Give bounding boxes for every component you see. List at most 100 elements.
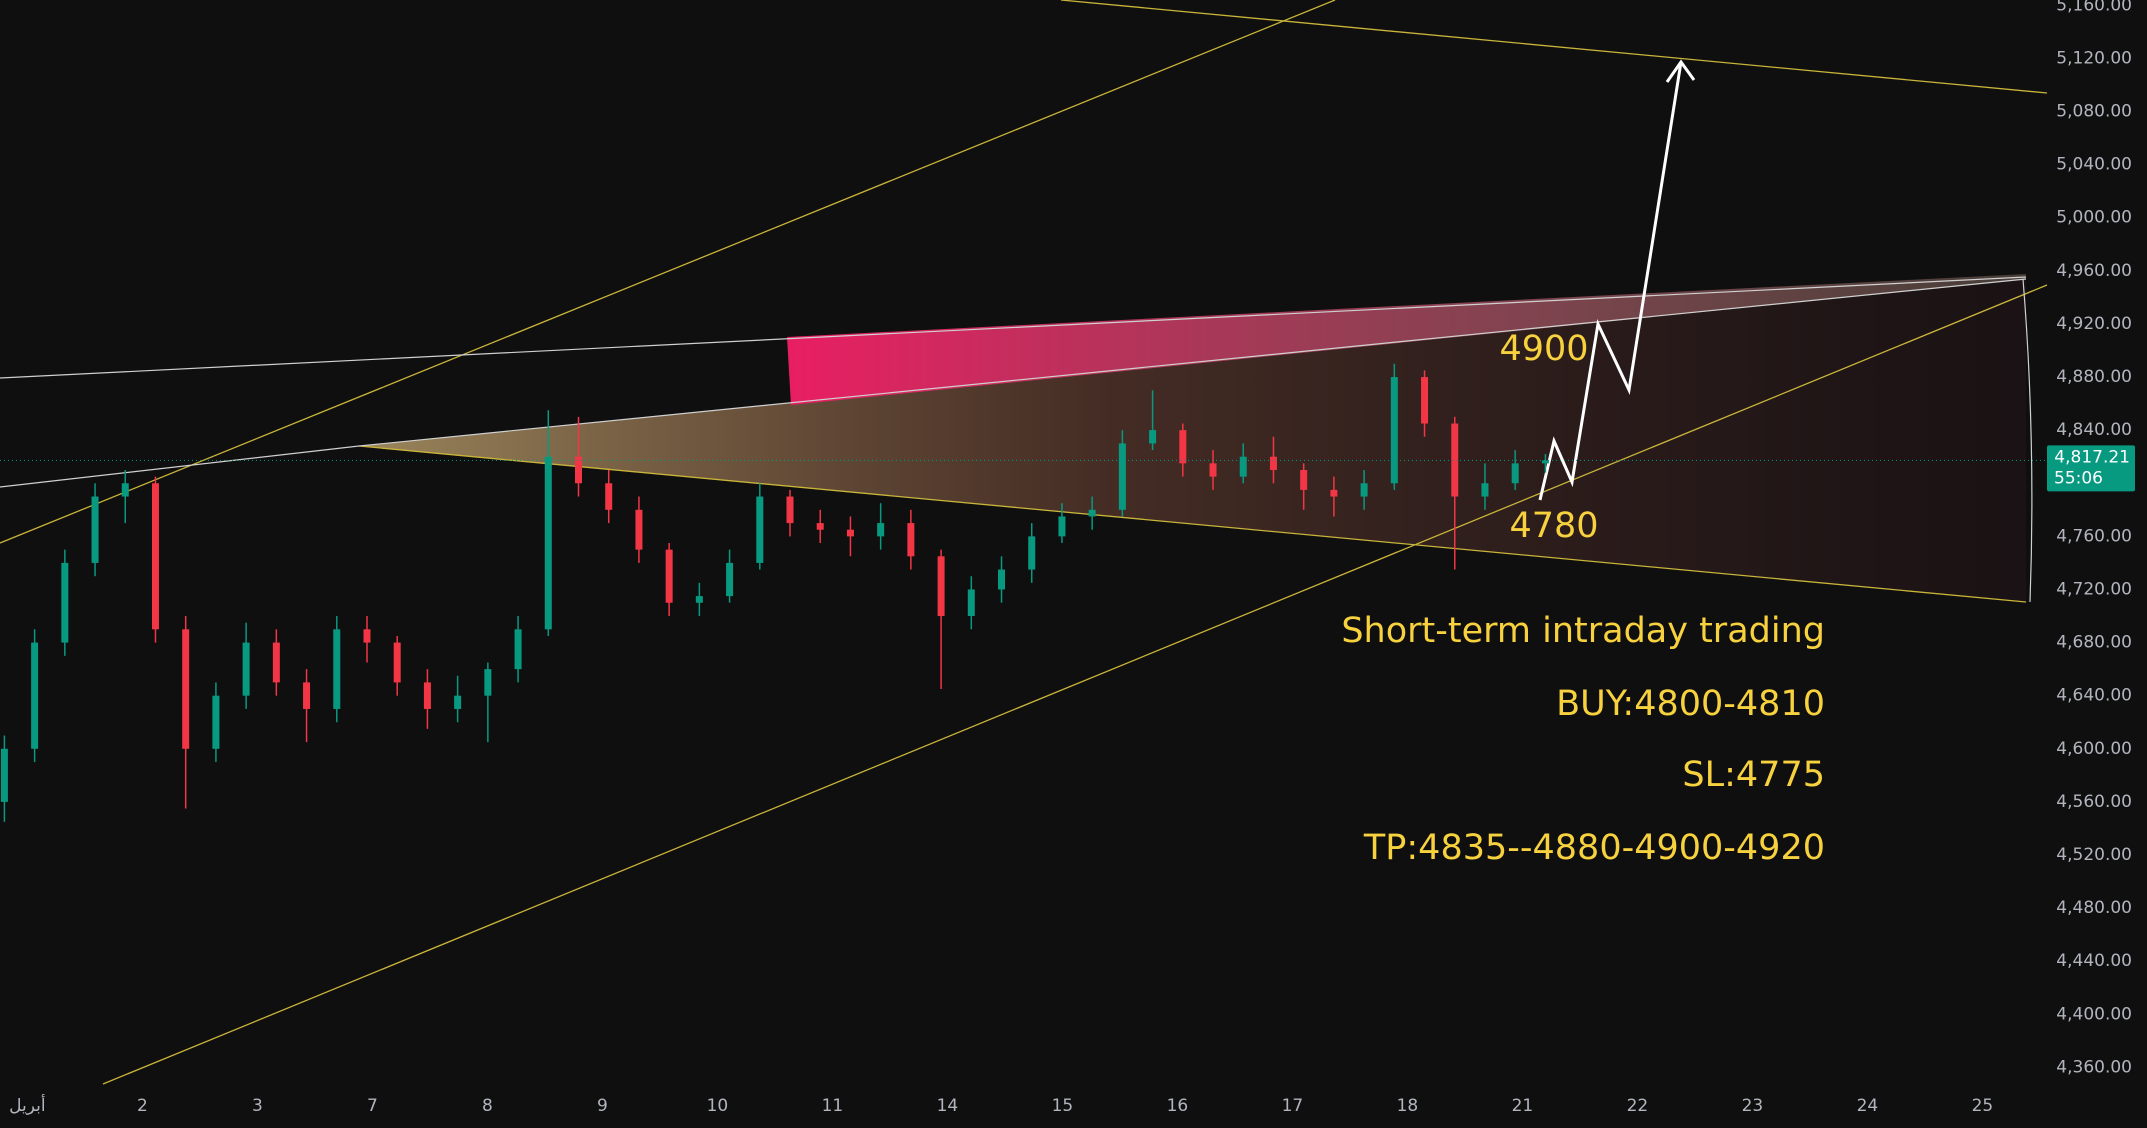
candle-body [1300, 469, 1308, 490]
candle-body [544, 456, 552, 630]
candle-body [635, 509, 643, 550]
x-tick-label: 14 [937, 1096, 959, 1116]
x-tick-label: 16 [1167, 1096, 1189, 1116]
y-tick-label: 5,160.00 [2056, 0, 2132, 15]
candle-body [665, 549, 673, 603]
drawings [0, 0, 2048, 1085]
candle-body [1511, 463, 1519, 484]
candle-body [363, 629, 371, 643]
trend-line [102, 284, 2048, 1085]
candle-body [0, 748, 8, 802]
candle-body [605, 483, 613, 510]
x-tick-label: 10 [707, 1096, 729, 1116]
price-label: 4,817.21 [2054, 447, 2130, 467]
x-tick-label: 2 [137, 1096, 148, 1116]
candle-body [816, 523, 824, 530]
candles [0, 363, 1549, 822]
candle-body [61, 562, 69, 643]
trend-line [358, 278, 2027, 447]
candle-body [484, 669, 492, 696]
annotation: BUY:4800-4810 [1556, 684, 1825, 724]
y-tick-label: 4,600.00 [2056, 739, 2132, 759]
x-tick-label: 3 [252, 1096, 263, 1116]
candle-body [303, 682, 311, 709]
projection-arrow [1538, 61, 1683, 501]
y-tick-label: 4,480.00 [2056, 898, 2132, 918]
candle-body [1058, 516, 1066, 537]
y-tick-label: 4,920.00 [2056, 314, 2132, 334]
y-tick-label: 5,120.00 [2056, 48, 2132, 68]
y-tick-label: 4,520.00 [2056, 845, 2132, 865]
y-tick-label: 4,440.00 [2056, 951, 2132, 971]
wedge-fill [359, 279, 2026, 602]
candle-body [333, 629, 341, 709]
trend-line [0, 276, 2027, 379]
y-tick-label: 4,560.00 [2056, 792, 2132, 812]
candle-body [31, 642, 39, 749]
trend-line [1060, 0, 2048, 94]
candle-body [393, 642, 401, 683]
candle-body [786, 496, 794, 524]
candle-body [998, 569, 1006, 590]
candle-body [1330, 489, 1338, 497]
x-tick-label: 7 [367, 1096, 378, 1116]
candle-body [1179, 430, 1187, 464]
candle-body [574, 456, 582, 484]
candle-body [846, 529, 854, 537]
y-tick-label: 4,680.00 [2056, 633, 2132, 653]
candle-body [423, 682, 431, 709]
candle-body [1239, 456, 1247, 477]
x-tick-label: 18 [1397, 1096, 1419, 1116]
price-box [2047, 445, 2135, 492]
candle-body [242, 642, 250, 696]
y-tick-label: 5,080.00 [2056, 102, 2132, 122]
x-tick-label: 8 [482, 1096, 493, 1116]
x-tick-label: 23 [1742, 1096, 1764, 1116]
candle-body [1451, 423, 1459, 497]
trend-line [358, 445, 2027, 603]
candle-body [1481, 483, 1489, 497]
candle-body [454, 695, 462, 709]
trend-line [0, 445, 360, 488]
candle-body [1421, 377, 1429, 424]
x-tick-label: 22 [1627, 1096, 1649, 1116]
candle-body [1028, 536, 1036, 570]
x-tick-label: 15 [1052, 1096, 1074, 1116]
y-tick-label: 4,360.00 [2056, 1057, 2132, 1077]
candle-body [1541, 460, 1549, 464]
y-tick-label: 4,640.00 [2056, 686, 2132, 706]
annotation: SL:4775 [1682, 755, 1825, 795]
candle-body [937, 556, 945, 617]
candle-body [182, 629, 190, 749]
y-tick-label: 4,840.00 [2056, 420, 2132, 440]
y-tick-label: 5,000.00 [2056, 208, 2132, 228]
candle-body [91, 496, 99, 563]
candle-body [695, 596, 703, 603]
candle-body [877, 523, 885, 537]
x-tick-label: 11 [822, 1096, 844, 1116]
candle-body [272, 642, 280, 683]
annotation: Short-term intraday trading [1341, 611, 1825, 651]
candle-body [212, 695, 220, 749]
y-tick-label: 4,400.00 [2056, 1004, 2132, 1024]
arrow-head [1665, 59, 1696, 83]
annotation: 4780 [1509, 506, 1598, 546]
candle-body [1269, 456, 1277, 470]
candle-body [1209, 463, 1217, 477]
candle-body [907, 523, 915, 557]
y-tick-label: 4,880.00 [2056, 367, 2132, 387]
x-tick-label: 17 [1282, 1096, 1304, 1116]
y-tick-label: 5,040.00 [2056, 155, 2132, 175]
candle-body [514, 629, 522, 670]
annotation: 4900 [1499, 329, 1588, 369]
candle-body [726, 562, 734, 597]
candle-body [151, 483, 159, 630]
candle-body [1088, 509, 1096, 517]
y-tick-label: 4,720.00 [2056, 579, 2132, 599]
candle-body [1149, 430, 1157, 444]
y-tick-label: 4,760.00 [2056, 526, 2132, 546]
candle-body [1390, 377, 1398, 484]
trend-line [0, 0, 1336, 544]
candle-body [967, 589, 975, 617]
